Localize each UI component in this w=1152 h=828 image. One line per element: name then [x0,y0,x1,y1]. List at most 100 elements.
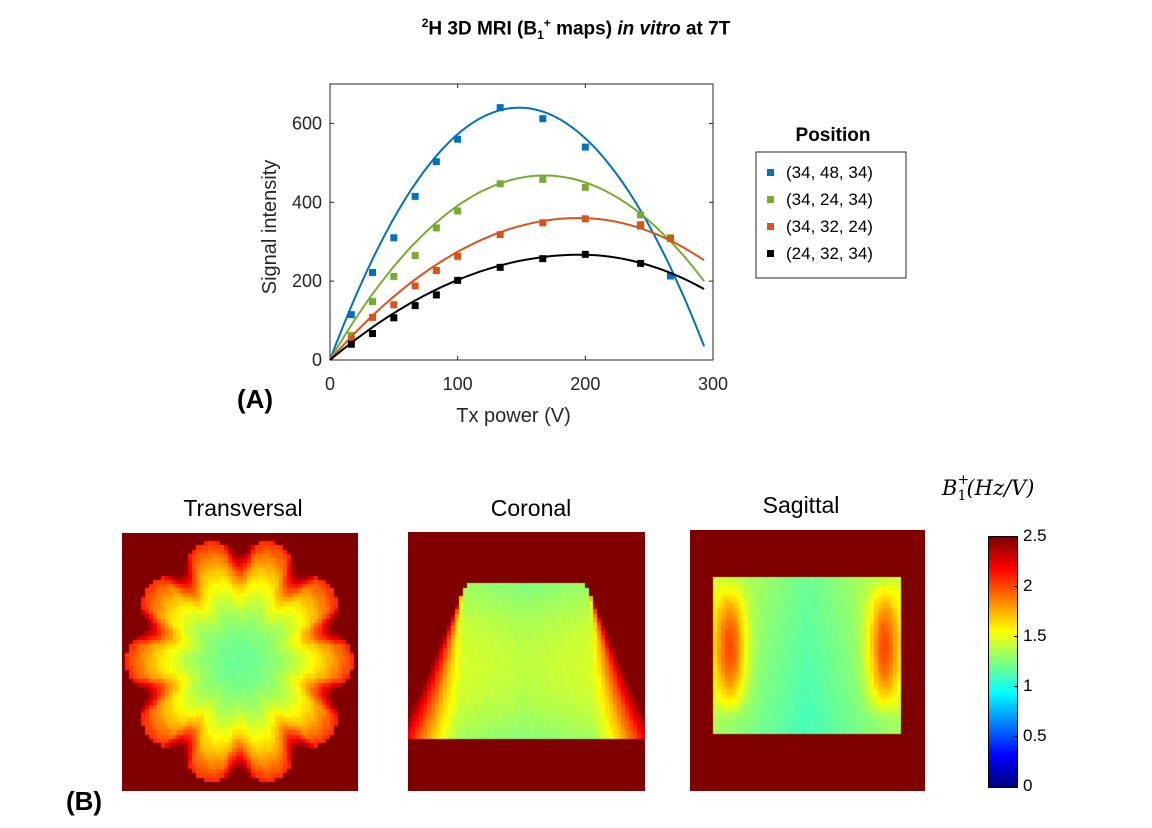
colorbar-tick-mark [1014,736,1018,737]
data-point-series-4 [496,263,504,271]
data-point-series-1 [390,234,398,242]
y-tick-label: 0 [312,350,322,370]
fit-curve-series-4 [329,253,705,361]
data-point-series-2 [539,175,547,183]
b1-map-transversal [122,533,358,791]
data-point-series-2 [454,207,462,215]
y-tick-label: 400 [292,192,322,212]
plot-frame [329,83,714,361]
data-point-series-3 [369,313,377,321]
colorbar-tick-mark [1014,536,1018,537]
map-title-sagittal: Sagittal [762,492,840,518]
data-point-series-4 [432,291,440,299]
data-point-series-3 [454,252,462,260]
legend-box [755,151,907,279]
legend-marker-series-3 [767,223,774,230]
colorbar-tick-mark [1014,636,1018,637]
colorbar-ticks: 2.5 2 1.5 1 0.5 0 [1014,526,1080,795]
title-b-sup: + [543,16,551,30]
data-point-series-1 [539,115,547,123]
fit-curve-series-2 [329,174,705,361]
panel-label-b: (B) [66,786,103,816]
x-tick-label: 200 [570,374,600,394]
data-point-series-2 [411,252,419,260]
signal-intensity-chart: 0 100 200 300 0 200 400 600 Tx power (V) Signal i… [259,83,907,427]
title-b-sub: 1 [537,28,544,43]
colorbar-tick-mark [1014,786,1018,787]
fit-curve-series-3 [329,217,705,361]
legend-entry-series-3: (34, 32, 24) [786,217,873,236]
data-point-series-3 [581,215,589,223]
data-point-series-3 [390,301,398,309]
data-point-series-3 [666,235,674,243]
data-point-series-3 [347,335,355,343]
legend-marker-series-2 [767,196,774,203]
title-part2: maps) [550,18,618,40]
data-point-series-1 [666,272,674,280]
title-italic: in vitro [617,18,681,40]
data-point-series-1 [411,192,419,200]
colorbar-tick-label: 1 [1023,676,1033,695]
y-tick-label: 200 [292,271,322,291]
fit-curve-series-1 [329,106,706,361]
map-title-coronal: Coronal [490,495,572,521]
data-point-series-4 [539,255,547,263]
data-point-series-3 [496,231,504,239]
data-point-series-2 [496,180,504,188]
data-point-series-3 [539,219,547,227]
data-point-series-1 [454,135,462,143]
colorbar-tick-mark [1014,686,1018,687]
panel-label-a: (A) [237,384,274,414]
figure-title: 2H 3D MRI (B1+ maps) in vitro at 7T [0,16,1152,42]
legend-marker-series-1 [767,169,774,176]
data-point-series-1 [432,158,440,166]
colorbar-tick-label: 2 [1023,576,1033,595]
colorbar-tick-label: 1.5 [1023,626,1047,645]
x-tick-label: 100 [443,374,473,394]
x-axis-label: Tx power (V) [456,405,570,427]
legend-entry-series-2: (34, 24, 34) [786,190,873,209]
colorbar-label-sub: 1 [957,488,967,504]
legend-marker-series-4 [767,250,774,257]
colorbar-label: B +1 (Hz/V) [942,472,1035,504]
data-point-series-2 [581,183,589,191]
data-point-series-4 [454,276,462,284]
x-tick-label: 300 [698,374,728,394]
data-point-series-3 [411,282,419,290]
colorbar-label-unit: (Hz/V) [966,476,1035,500]
legend-title: Position [796,125,871,146]
title-nucleus-sup: 2 [421,16,429,30]
colorbar [988,536,1018,788]
colorbar-label-main: B [942,476,958,500]
legend-entry-series-1: (34, 48, 34) [786,163,873,182]
colorbar-tick-label: 0 [1023,776,1033,795]
colorbar-tick-label: 0.5 [1023,726,1047,745]
data-point-series-3 [637,221,645,229]
colorbar-tick-mark [1014,586,1018,587]
data-point-series-1 [369,268,377,276]
data-point-series-2 [369,298,377,306]
data-point-series-4 [369,330,377,338]
data-point-series-1 [581,143,589,151]
x-tick-label: 0 [325,374,335,394]
data-point-series-2 [390,272,398,280]
y-tick-label: 600 [292,113,322,133]
legend-entry-series-4: (24, 32, 34) [786,244,873,263]
data-point-series-3 [432,266,440,274]
data-point-series-2 [637,211,645,219]
map-title-transversal: Transversal [183,495,303,521]
title-part3: at 7T [680,18,731,40]
colorbar-label-sup: + [957,472,970,488]
b1-map-sagittal [690,530,925,791]
data-point-series-4 [390,314,398,322]
data-point-series-4 [347,340,355,348]
data-point-series-1 [347,311,355,319]
data-point-series-4 [411,302,419,310]
data-point-series-4 [581,250,589,258]
data-point-series-1 [496,104,504,112]
y-axis-label: Signal intensity [259,160,281,295]
title-part1: H 3D MRI (B [428,18,538,40]
b1-map-coronal [408,532,645,791]
data-point-series-4 [637,259,645,267]
data-point-series-2 [432,224,440,232]
